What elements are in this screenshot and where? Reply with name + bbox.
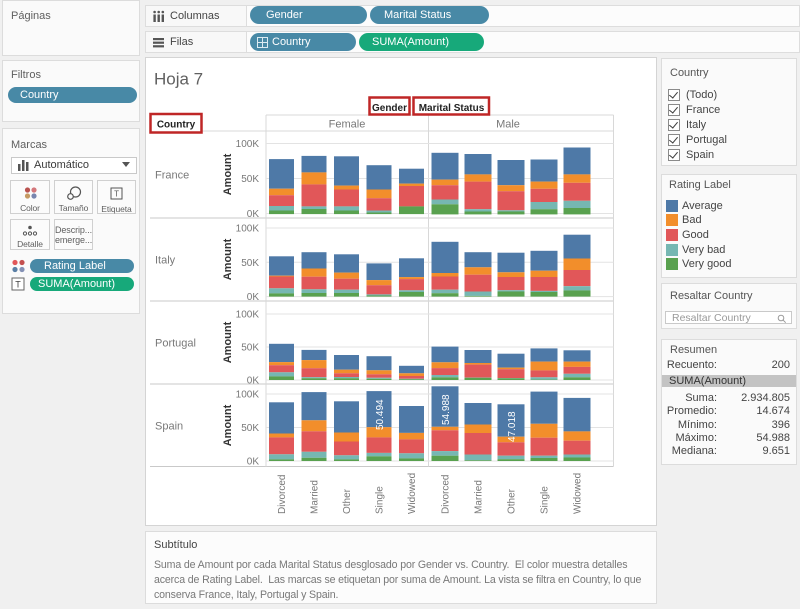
- svg-text:Country: Country: [157, 120, 196, 131]
- svg-text:0K: 0K: [247, 457, 260, 468]
- svg-text:Portugal: Portugal: [155, 338, 196, 350]
- svg-text:Divorced: Divorced: [441, 475, 452, 514]
- svg-text:50.494: 50.494: [375, 399, 386, 430]
- svg-text:Male: Male: [496, 119, 520, 131]
- svg-text:0K: 0K: [247, 292, 260, 303]
- svg-text:Gender: Gender: [372, 103, 407, 114]
- svg-text:50K: 50K: [241, 174, 259, 185]
- svg-text:Spain: Spain: [155, 421, 183, 433]
- svg-text:Married: Married: [474, 480, 485, 514]
- svg-text:100K: 100K: [236, 310, 260, 321]
- svg-text:Amount: Amount: [222, 153, 234, 195]
- svg-text:France: France: [155, 170, 189, 182]
- svg-text:47.018: 47.018: [507, 411, 518, 442]
- svg-text:Amount: Amount: [222, 321, 234, 363]
- svg-text:Hoja 7: Hoja 7: [154, 70, 203, 89]
- svg-text:Married: Married: [310, 480, 321, 514]
- svg-text:Italy: Italy: [155, 255, 176, 267]
- svg-text:Widowed: Widowed: [573, 473, 584, 514]
- svg-text:100K: 100K: [236, 390, 260, 401]
- svg-text:50K: 50K: [241, 343, 259, 354]
- svg-text:Other: Other: [342, 488, 353, 514]
- svg-text:50K: 50K: [241, 258, 259, 269]
- svg-text:Divorced: Divorced: [277, 475, 288, 514]
- svg-text:T: T: [15, 280, 21, 290]
- svg-text:0K: 0K: [247, 376, 260, 387]
- svg-text:Single: Single: [375, 486, 386, 514]
- svg-text:50K: 50K: [241, 423, 259, 434]
- svg-text:Widowed: Widowed: [407, 473, 418, 514]
- svg-text:Other: Other: [507, 488, 518, 514]
- svg-text:Amount: Amount: [222, 238, 234, 280]
- svg-text:100K: 100K: [236, 224, 260, 235]
- svg-text:T: T: [114, 190, 119, 199]
- svg-text:Single: Single: [540, 486, 551, 514]
- svg-text:Marital Status: Marital Status: [419, 103, 485, 114]
- svg-text:100K: 100K: [236, 139, 260, 150]
- svg-text:54.988: 54.988: [441, 394, 452, 425]
- svg-text:0K: 0K: [247, 209, 260, 220]
- svg-text:Female: Female: [329, 119, 366, 131]
- svg-text:Amount: Amount: [222, 404, 234, 446]
